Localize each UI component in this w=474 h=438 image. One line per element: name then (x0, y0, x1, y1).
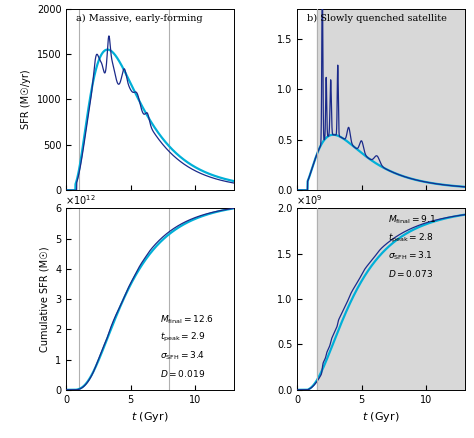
Text: a) Massive, early-forming: a) Massive, early-forming (76, 14, 203, 23)
Y-axis label: SFR (M☉/yr): SFR (M☉/yr) (21, 70, 31, 129)
X-axis label: $t$ (Gyr): $t$ (Gyr) (131, 410, 169, 424)
Bar (317, 9, 465, 190)
Text: $\times10^{9}$: $\times10^{9}$ (296, 193, 322, 207)
Text: $M_{\rm final} = 9.1$
$t_{\rm peak} = 2.8$
$\sigma_{\rm SFH} = 3.1$
$D = 0.073$: $M_{\rm final} = 9.1$ $t_{\rm peak} = 2.… (388, 214, 436, 279)
X-axis label: $t$ (Gyr): $t$ (Gyr) (362, 410, 400, 424)
Text: $M_{\rm final} = 12.6$
$t_{\rm peak} = 2.9$
$\sigma_{\rm SFH} = 3.4$
$D = 0.019$: $M_{\rm final} = 12.6$ $t_{\rm peak} = 2… (160, 314, 214, 379)
Y-axis label: Cumulative SFR (M☉): Cumulative SFR (M☉) (40, 246, 50, 352)
Text: $\times10^{12}$: $\times10^{12}$ (64, 193, 95, 207)
Text: b) Slowly quenched satellite: b) Slowly quenched satellite (307, 14, 447, 23)
Bar (317, 208, 465, 390)
